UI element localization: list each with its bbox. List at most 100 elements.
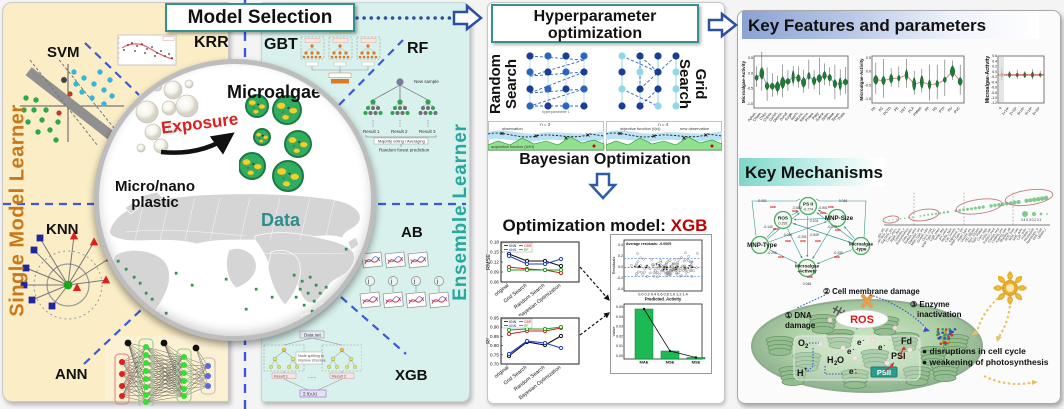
svg-text:MSE: MSE (692, 360, 701, 365)
svg-text:ROS: ROS (850, 314, 874, 326)
svg-text:MNP-Size_nm: MNP-Size_nm (878, 227, 890, 246)
svg-text:0.03: 0.03 (616, 325, 623, 329)
svg-text:0.00: 0.00 (616, 354, 623, 358)
svg-text:-: - (853, 347, 855, 353)
svg-text:Data set: Data set (304, 332, 322, 337)
svg-text:e: e (849, 367, 854, 376)
svg-text:0.70: 0.70 (490, 362, 499, 367)
svg-text:0.85: 0.85 (490, 334, 499, 339)
svg-text:***: *** (815, 240, 821, 246)
svg-text:Phaeo.: Phaeo. (804, 111, 814, 122)
svg-text:damage: damage (785, 321, 816, 330)
svg-text:Desmo.: Desmo. (772, 111, 783, 123)
svg-text:-0.330: -0.330 (833, 251, 843, 255)
svg-text:Skele.: Skele. (826, 111, 835, 121)
svg-text:Isoch.: Isoch. (790, 111, 799, 121)
svg-text:Uptake_r: Uptake_r (1036, 227, 1046, 240)
svg-text:***: *** (770, 206, 776, 212)
svg-text:-0.5: -0.5 (865, 83, 871, 87)
svg-text:PU: PU (947, 106, 954, 113)
svg-text:5×10⁵: 5×10⁵ (1032, 106, 1042, 116)
svg-text:O: O (798, 338, 805, 348)
svg-text:-0.2: -0.2 (991, 75, 997, 79)
svg-text:0.95: 0.95 (490, 316, 499, 321)
svg-text:n = 4: n = 4 (658, 122, 668, 127)
svg-text:2: 2 (805, 344, 809, 350)
svg-text:Microc.: Microc. (794, 111, 805, 122)
svg-text:Selen.: Selen. (821, 111, 831, 121)
svg-text:Aphan.: Aphan. (747, 111, 757, 122)
svg-text:new observation: new observation (680, 126, 709, 131)
svg-text:2: 2 (834, 361, 838, 367)
svg-text:4×10⁵: 4×10⁵ (1024, 106, 1034, 116)
svg-text:0.0: 0.0 (618, 265, 623, 269)
svg-text:PCTD: PCTD (883, 106, 893, 116)
svg-text:-1.0: -1.0 (991, 96, 997, 100)
svg-text:-0.201: -0.201 (797, 235, 807, 239)
svg-text:ROS: ROS (778, 216, 788, 221)
svg-text:PLA: PLA (908, 106, 916, 114)
svg-text:***: *** (835, 229, 841, 235)
svg-text:objective function (f(x)): objective function (f(x)) (620, 126, 661, 131)
svg-text:Protein_c: Protein_c (1020, 227, 1031, 240)
svg-text:Conc_high: Conc_high (976, 227, 988, 242)
svg-text:Result 2: Result 2 (332, 375, 346, 379)
svg-text:Temp_deg: Temp_deg (933, 227, 945, 241)
svg-text:Σ f(x,k): Σ f(x,k) (303, 392, 318, 397)
svg-text:-0.192: -0.192 (827, 225, 837, 229)
svg-text:0.90: 0.90 (490, 325, 499, 330)
svg-text:PA: PA (871, 106, 877, 113)
svg-text:ANN: ANN (509, 248, 517, 252)
svg-text:0.06: 0.06 (490, 280, 499, 285)
svg-text:-: - (855, 367, 857, 373)
svg-text:PS: PS (932, 106, 939, 113)
svg-text:0.0 0.2 0.4 0.6 0.8 1.0 1.2 1.: 0.0 0.2 0.4 0.6 0.8 1.0 1.2 1.4 (638, 293, 688, 297)
svg-text:***: *** (834, 256, 840, 262)
svg-text:ANN: ANN (509, 324, 517, 328)
svg-text:RMSE: RMSE (486, 254, 492, 270)
svg-text:Result 3: Result 3 (419, 129, 436, 134)
svg-text:hyperparameter 1: hyperparameter 1 (542, 110, 570, 114)
svg-text:-1.2: -1.2 (991, 101, 997, 105)
svg-text:Microalgae-Activity: Microalgae-Activity (741, 60, 746, 103)
svg-text:0.12: 0.12 (490, 260, 499, 265)
svg-text:***: *** (778, 256, 784, 262)
svg-text:KNN: KNN (509, 320, 517, 324)
svg-text:ί: ί (391, 278, 393, 286)
svg-text:PS II: PS II (803, 202, 813, 207)
svg-text:-0.001: -0.001 (757, 199, 767, 203)
svg-text:0.18: 0.18 (490, 240, 499, 245)
svg-text:MNP-Type: MNP-Type (747, 242, 777, 249)
svg-text:ί: ί (414, 278, 416, 286)
svg-text:PTA: PTA (938, 106, 946, 114)
svg-text:Chlam.: Chlam. (752, 111, 762, 122)
svg-text:0: 0 (998, 106, 1002, 110)
svg-text:Dunal.: Dunal. (779, 111, 789, 122)
svg-text:e: e (878, 343, 883, 352)
svg-text:***: *** (800, 240, 806, 246)
svg-text:ROS_level: ROS_level (1004, 227, 1016, 242)
svg-text:0.5: 0.5 (748, 56, 753, 60)
svg-text:0.048: 0.048 (803, 282, 812, 286)
svg-text:e: e (857, 338, 862, 347)
svg-text:***: *** (792, 210, 798, 216)
svg-text:0.2: 0.2 (618, 254, 623, 258)
svg-text:ί: ί (368, 278, 370, 286)
svg-text:-0.501: -0.501 (818, 206, 828, 210)
svg-text:-0.140: -0.140 (763, 225, 773, 229)
svg-text:improve structure: improve structure (298, 359, 326, 363)
svg-text:0.15: 0.15 (490, 250, 499, 255)
svg-text:0.4: 0.4 (618, 243, 623, 247)
svg-text:-1.0: -1.0 (747, 102, 753, 106)
svg-text:PSII: PSII (877, 368, 891, 377)
svg-text:***: *** (785, 240, 791, 246)
svg-text:e: e (847, 347, 852, 356)
svg-text:-type: -type (856, 247, 867, 252)
svg-text:***: *** (807, 276, 813, 282)
svg-text:① DNA: ① DNA (785, 311, 812, 320)
svg-text:0.0: 0.0 (866, 70, 871, 74)
svg-text:Majority voting / Averaging: Majority voting / Averaging (378, 139, 425, 144)
svg-text:H: H (827, 355, 834, 365)
svg-text:RF: RF (524, 324, 529, 328)
svg-text:0.292: 0.292 (779, 222, 788, 226)
